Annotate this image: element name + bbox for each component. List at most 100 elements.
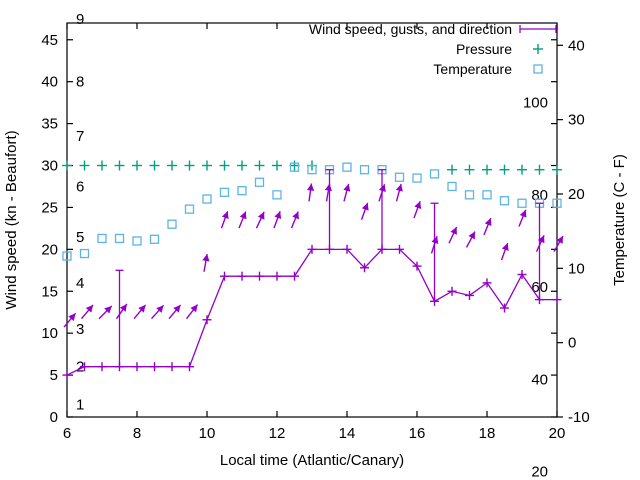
wind-direction-arrow — [413, 200, 422, 219]
y-axis-tick-label: 10 — [41, 325, 58, 342]
y2-axis-tick-label: 20 — [568, 186, 585, 203]
temperature-point — [202, 194, 212, 204]
fahrenheit-scale-label: 100 — [523, 95, 548, 112]
wind-direction-arrow — [202, 253, 210, 272]
wind-direction-arrow — [133, 304, 147, 320]
wind-direction-arrow — [185, 304, 199, 320]
temperature-point — [517, 198, 527, 208]
wind-direction-arrow — [324, 183, 332, 202]
x-axis-tick-label: 14 — [339, 425, 356, 442]
wind-direction-arrow — [220, 211, 229, 229]
plot-frame — [66, 22, 558, 418]
temperature-point — [394, 172, 405, 182]
beaufort-scale-label: 1 — [76, 396, 84, 413]
y2-axis-tick-label: -10 — [568, 409, 590, 426]
wind-direction-arrow — [448, 226, 458, 244]
wind-direction-arrow — [150, 304, 165, 320]
y-axis-tick-label: 40 — [41, 74, 58, 91]
x-axis-tick-label: 18 — [479, 425, 496, 442]
x-axis-tick-label: 16 — [409, 425, 426, 442]
y-axis-tick-label: 20 — [41, 241, 58, 258]
y-axis-tick-label: 45 — [41, 32, 58, 49]
x-axis-tick-label: 8 — [133, 425, 141, 442]
temperature-point — [429, 169, 440, 179]
beaufort-scale-label: 6 — [76, 178, 84, 195]
wind-direction-arrow — [80, 304, 94, 320]
temperature-point — [272, 190, 282, 200]
y-axis-title: Wind speed (kn - Beaufort) — [3, 130, 20, 309]
y2-axis-tick-label: 0 — [568, 335, 576, 352]
temperature-point — [237, 186, 247, 196]
y-axis-tick-label: 35 — [41, 116, 58, 133]
wind-direction-arrow — [553, 235, 564, 252]
wind-direction-arrow — [395, 183, 403, 202]
temperature-point — [62, 251, 72, 261]
temperature-point — [79, 248, 90, 259]
temperature-point — [184, 204, 195, 214]
temperature-point — [307, 165, 317, 175]
wind-direction-arrow — [115, 303, 128, 320]
wind-direction-arrow — [483, 217, 492, 236]
y-axis-tick-label: 0 — [50, 409, 58, 426]
y2-axis-tick-label: 30 — [568, 112, 585, 129]
y-axis-tick-label: 15 — [41, 283, 58, 300]
y2-axis-tick-label: 40 — [568, 37, 585, 54]
legend-swatch-temperature — [533, 64, 543, 74]
y2-axis-title: Temperature (C - F) — [611, 154, 628, 286]
temperature-point — [289, 162, 300, 172]
wind-direction-arrow — [255, 211, 265, 229]
temperature-point — [254, 177, 265, 187]
fahrenheit-scale-label: 20 — [531, 463, 548, 480]
beaufort-scale-label: 8 — [76, 74, 84, 91]
x-axis-tick-label: 20 — [549, 425, 566, 442]
wind-direction-arrow — [273, 211, 282, 229]
temperature-point — [219, 187, 230, 197]
x-axis-tick-label: 6 — [63, 425, 71, 442]
y2-axis-tick-label: 10 — [568, 260, 585, 277]
temperature-point — [464, 190, 475, 200]
wind-direction-arrow — [290, 211, 299, 229]
wind-direction-arrow — [360, 202, 369, 221]
legend-label-pressure: Pressure — [456, 41, 512, 57]
wind-direction-arrow — [378, 184, 386, 202]
beaufort-scale-label: 9 — [76, 11, 84, 28]
y-axis-tick-label: 5 — [50, 367, 58, 384]
temperature-point — [482, 190, 492, 200]
x-axis-tick-label: 10 — [199, 425, 216, 442]
temperature-point — [167, 219, 177, 229]
wind-direction-arrow — [63, 312, 77, 328]
wind-direction-arrow — [343, 183, 351, 202]
temperature-point — [499, 196, 510, 206]
temperature-point — [447, 181, 457, 192]
temperature-point — [114, 233, 125, 244]
beaufort-scale-label: 4 — [76, 275, 84, 292]
legend-label-temperature: Temperature — [433, 61, 512, 77]
beaufort-scale-label: 5 — [76, 229, 84, 246]
beaufort-scale-label: 7 — [76, 128, 84, 145]
wind-direction-arrow — [306, 183, 315, 202]
temperature-point — [342, 162, 352, 172]
wind-direction-arrow — [500, 242, 509, 261]
beaufort-scale-label: 3 — [76, 321, 84, 338]
wind-direction-arrow — [465, 231, 476, 248]
fahrenheit-scale-label: 40 — [531, 371, 548, 388]
wind-direction-arrow — [98, 305, 113, 320]
temperature-point — [132, 236, 142, 246]
wind-direction-arrow — [168, 304, 182, 320]
y-axis-tick-label: 25 — [41, 199, 58, 216]
wind-direction-arrow — [238, 211, 247, 229]
wind-speed-line — [66, 248, 557, 376]
temperature-point — [97, 233, 107, 244]
x-axis-tick-label: 12 — [269, 425, 286, 442]
y-axis-tick-label: 30 — [41, 158, 58, 175]
temperature-point — [149, 234, 160, 244]
temperature-point — [359, 165, 370, 175]
wind-direction-arrow — [535, 235, 545, 252]
temperature-point — [412, 173, 422, 183]
wind-direction-arrow — [518, 209, 527, 227]
temperature-point — [552, 198, 562, 208]
x-axis-title: Local time (Atlantic/Canary) — [220, 452, 404, 469]
legend-label-wind: Wind speed, gusts, and direction — [309, 21, 512, 37]
